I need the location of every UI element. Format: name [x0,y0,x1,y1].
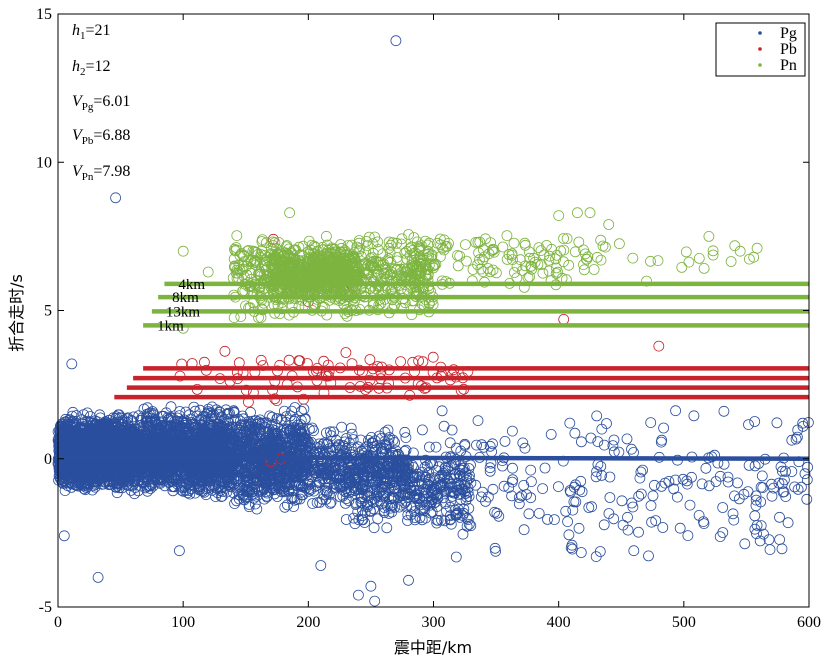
data-point [66,478,78,490]
data-point [77,418,88,430]
data-point [90,469,102,481]
data-point [115,475,127,487]
data-point [59,485,71,497]
data-point [67,426,79,438]
data-point [74,442,85,454]
data-point [70,476,82,488]
data-point [93,432,104,444]
data-point [70,472,82,484]
data-point [101,427,113,439]
data-point [78,483,90,495]
data-point [130,428,142,440]
data-point [69,461,81,473]
data-point [77,429,89,441]
data-point [79,484,91,496]
data-point [69,470,80,482]
data-point [87,476,99,488]
data-point [130,423,142,435]
data-point [70,410,82,421]
data-point [81,440,92,452]
data-point [81,473,92,485]
data-point [90,479,102,491]
data-point [109,426,121,438]
data-point [79,435,91,446]
data-point [111,478,122,490]
data-point [117,428,129,440]
data-point [82,477,93,489]
data-point [61,463,73,475]
data-point [83,461,95,472]
data-point [214,406,226,418]
data-point [84,411,96,422]
data-point [67,471,78,483]
data-point [59,423,71,435]
data-point [62,417,74,429]
data-point [78,409,90,421]
data-point [104,476,115,488]
data-point [96,418,108,430]
data-point [120,416,131,428]
data-point [78,442,89,454]
data-point [85,423,96,435]
data-point [64,436,76,448]
data-point [122,424,134,436]
data-point [97,470,108,482]
data-point [68,418,80,429]
data-point [133,410,145,422]
data-point [59,476,70,488]
data-point [113,409,125,421]
data-point [91,464,103,476]
data-point [128,411,140,423]
data-point [102,418,114,430]
data-point [110,475,122,487]
